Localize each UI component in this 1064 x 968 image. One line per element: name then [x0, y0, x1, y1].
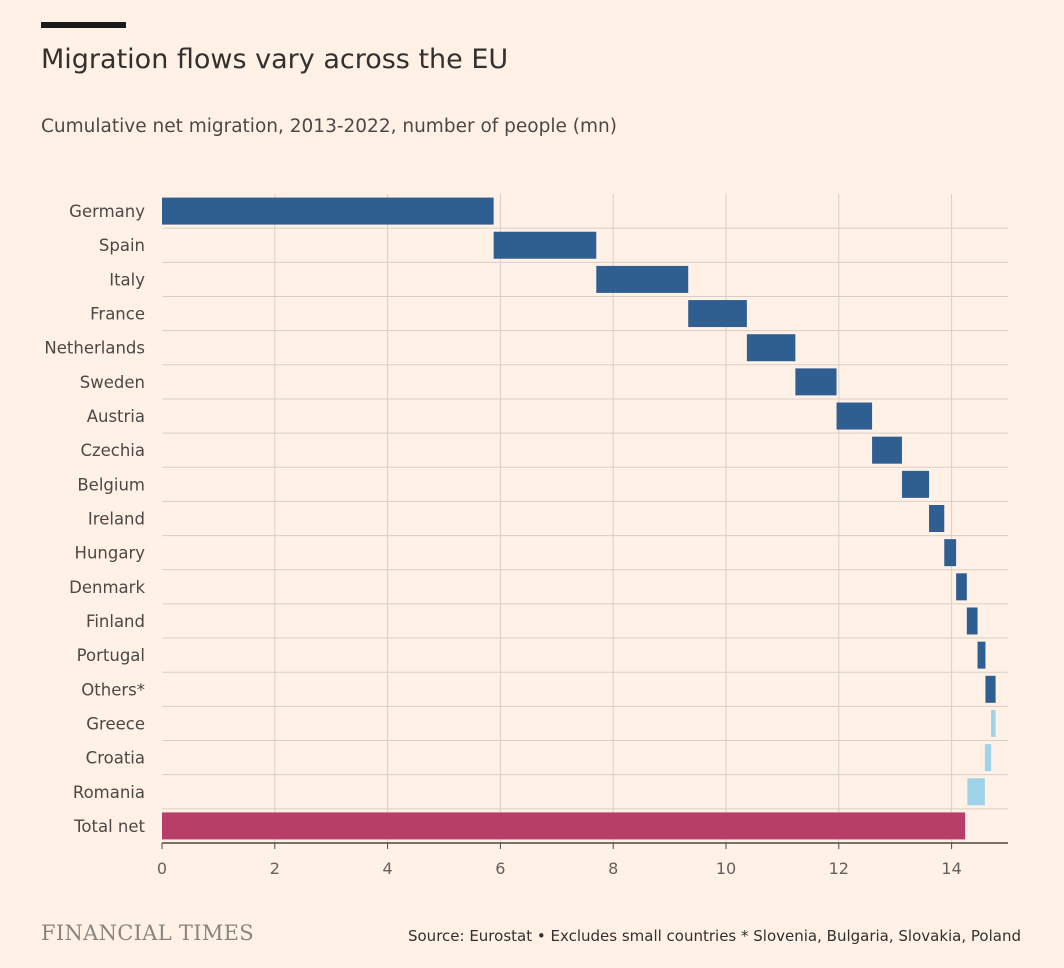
- x-tick-label: 8: [608, 859, 618, 878]
- category-label: Hungary: [75, 544, 146, 563]
- category-label: Finland: [86, 612, 145, 631]
- category-label: Italy: [109, 270, 145, 289]
- chart-title: Migration flows vary across the EU: [41, 44, 509, 75]
- financial-times-logo: FINANCIAL TIMES: [41, 921, 254, 945]
- category-label: Others*: [81, 680, 145, 699]
- source-note: Source: Eurostat • Excludes small countr…: [407, 927, 1021, 945]
- bar-sweden: [795, 368, 837, 396]
- category-label: Netherlands: [44, 339, 145, 358]
- category-label: Czechia: [80, 441, 145, 460]
- category-label: Portugal: [77, 646, 145, 665]
- bar-others: [985, 675, 996, 703]
- category-label: Croatia: [86, 749, 145, 768]
- category-label: Austria: [87, 407, 145, 426]
- bar-greece: [991, 709, 996, 737]
- bar-ireland: [929, 505, 945, 532]
- bar-total-net: [162, 812, 966, 840]
- x-tick-label: 4: [383, 859, 393, 878]
- bar-hungary: [944, 539, 957, 567]
- category-label: Ireland: [88, 510, 145, 529]
- bar-spain: [493, 231, 597, 259]
- x-tick-label: 12: [829, 859, 849, 878]
- bar-belgium: [901, 470, 930, 498]
- chart-subtitle: Cumulative net migration, 2013-2022, num…: [41, 116, 617, 137]
- bar-austria: [836, 402, 873, 430]
- category-label: Belgium: [77, 475, 145, 494]
- bar-denmark: [956, 573, 967, 601]
- x-tick-label: 2: [270, 859, 280, 878]
- bar-italy: [596, 265, 689, 293]
- category-label: Total net: [73, 817, 145, 836]
- category-label: France: [90, 305, 145, 324]
- bar-romania: [967, 778, 985, 806]
- bar-czechia: [872, 436, 902, 464]
- category-label: Romania: [73, 783, 145, 802]
- category-label: Germany: [69, 202, 145, 221]
- x-tick-label: 10: [716, 859, 736, 878]
- category-label: Spain: [99, 236, 145, 255]
- category-label: Greece: [86, 714, 145, 733]
- category-label: Denmark: [69, 578, 145, 597]
- x-tick-label: 0: [157, 859, 167, 878]
- bar-netherlands: [746, 334, 796, 362]
- bar-finland: [966, 607, 978, 635]
- bar-germany: [162, 197, 494, 225]
- bar-croatia: [984, 744, 992, 772]
- x-tick-label: 6: [495, 859, 505, 878]
- x-tick-label: 14: [941, 859, 961, 878]
- bar-portugal: [977, 641, 986, 669]
- title-rule: [41, 22, 126, 28]
- bar-france: [688, 300, 747, 328]
- category-label: Sweden: [80, 373, 145, 392]
